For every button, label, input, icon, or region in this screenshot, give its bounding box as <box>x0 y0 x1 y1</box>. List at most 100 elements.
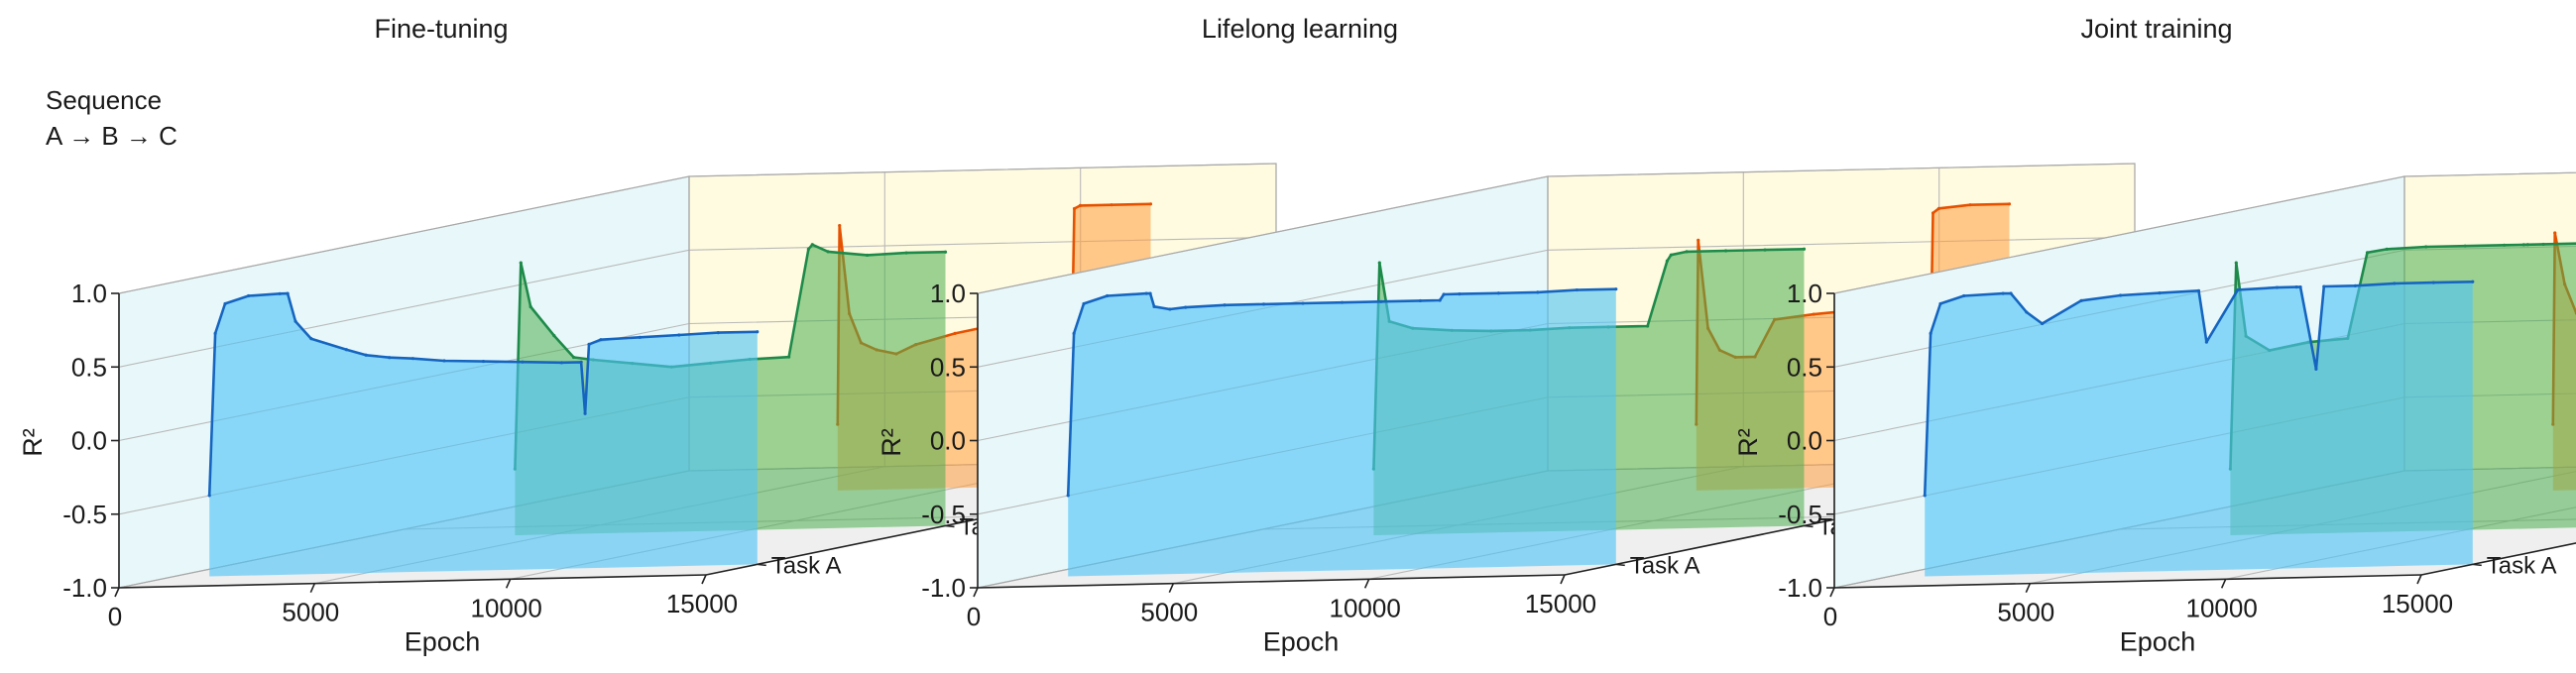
data-point <box>223 301 227 306</box>
data-point <box>1929 331 1932 335</box>
x-tick-label: 10000 <box>1330 593 1401 622</box>
data-point <box>2365 251 2370 255</box>
sequence-order: A → B → C <box>46 121 177 151</box>
y-tick-label: -1.0 <box>921 573 966 603</box>
data-point <box>1148 202 1153 206</box>
y-tick-label: 0.0 <box>930 426 966 456</box>
x-tick <box>309 583 316 593</box>
x-tick-label: 0 <box>1823 602 1837 631</box>
data-point <box>1763 248 1767 252</box>
data-point <box>2314 367 2318 371</box>
x-tick <box>1560 574 1566 585</box>
x-axis-label: Epoch <box>2120 627 2196 657</box>
x-tick <box>1363 579 1370 589</box>
data-point <box>552 334 556 338</box>
data-point <box>442 359 446 363</box>
chart-title: Joint training <box>2080 14 2232 44</box>
data-point <box>865 253 870 258</box>
data-point <box>1438 298 1442 302</box>
data-point <box>806 247 810 251</box>
data-point <box>2393 281 2397 285</box>
data-point <box>1184 305 1188 309</box>
task-label: Task A <box>771 552 842 579</box>
x-tick-label: 5000 <box>1140 598 1198 627</box>
data-point <box>1968 203 1972 207</box>
data-point <box>2236 287 2240 292</box>
data-point <box>1962 293 1966 298</box>
data-point <box>2298 284 2302 289</box>
data-point <box>2385 247 2389 251</box>
data-point <box>571 355 576 360</box>
x-tick-label: 10000 <box>471 593 542 622</box>
task-tick <box>2472 563 2482 567</box>
data-point <box>1082 301 1086 306</box>
data-point <box>481 359 486 364</box>
data-point <box>293 319 297 323</box>
y-tick-label: 1.0 <box>1787 279 1822 308</box>
data-point <box>1931 211 1935 215</box>
y-tick-label: 1.0 <box>930 279 966 308</box>
data-point <box>213 331 217 335</box>
data-point <box>587 342 591 346</box>
y-tick-label: -1.0 <box>1778 573 1822 603</box>
sequence-label: Sequence <box>46 85 162 115</box>
data-point <box>1723 249 1728 253</box>
data-point <box>1536 290 1540 294</box>
data-point <box>1697 238 1700 242</box>
data-point <box>1144 291 1148 295</box>
data-point <box>2431 280 2435 284</box>
y-tick-label: -0.5 <box>62 500 107 529</box>
data-point <box>2322 284 2326 288</box>
data-point <box>1936 206 1941 210</box>
x-tick-label: 0 <box>108 602 122 631</box>
data-point <box>1812 312 1815 316</box>
data-point <box>1802 247 1807 251</box>
data-point <box>2525 243 2529 247</box>
data-point <box>1340 300 1345 304</box>
data-point <box>1575 287 1579 292</box>
data-point <box>1418 298 1423 303</box>
data-point <box>1442 292 1446 296</box>
x-tick-label: 15000 <box>2382 589 2453 618</box>
y-axis-label: R² <box>1733 428 1763 457</box>
data-point <box>364 353 368 357</box>
depth-axis <box>2420 542 2576 576</box>
data-point <box>943 250 948 254</box>
data-point <box>2553 231 2557 235</box>
data-point <box>2541 242 2545 247</box>
data-point <box>1152 304 1156 308</box>
task-tick <box>945 524 955 528</box>
y-tick-label: 0.0 <box>71 426 107 456</box>
x-tick-label: 5000 <box>282 598 339 627</box>
data-point <box>810 243 814 247</box>
data-point <box>1377 261 1381 265</box>
data-point <box>1072 331 1076 335</box>
data-point <box>2424 245 2428 249</box>
data-point <box>1110 203 1113 207</box>
task-tick <box>1804 524 1814 528</box>
x-tick <box>1168 583 1175 593</box>
data-point <box>2196 288 2201 292</box>
x-tick <box>114 587 120 598</box>
data-point <box>953 331 957 335</box>
data-point <box>2471 280 2475 283</box>
y-tick-label: 0.5 <box>930 352 966 382</box>
data-point <box>716 331 720 335</box>
data-point <box>1301 301 1305 305</box>
data-point <box>579 360 583 364</box>
data-point <box>1938 301 1942 306</box>
data-point <box>1669 253 1673 257</box>
data-point <box>278 291 282 295</box>
data-point <box>1078 203 1083 207</box>
y-tick-label: 0.0 <box>1787 426 1822 456</box>
y-tick-label: 1.0 <box>71 279 107 308</box>
data-point <box>2009 291 2013 295</box>
x-tick <box>2220 579 2227 589</box>
data-point <box>826 250 830 254</box>
data-point <box>1148 291 1152 295</box>
data-point <box>2503 243 2507 247</box>
data-point <box>1665 259 1669 263</box>
data-point <box>677 333 681 337</box>
x-tick-label: 15000 <box>1525 589 1596 618</box>
data-point <box>2079 298 2083 302</box>
